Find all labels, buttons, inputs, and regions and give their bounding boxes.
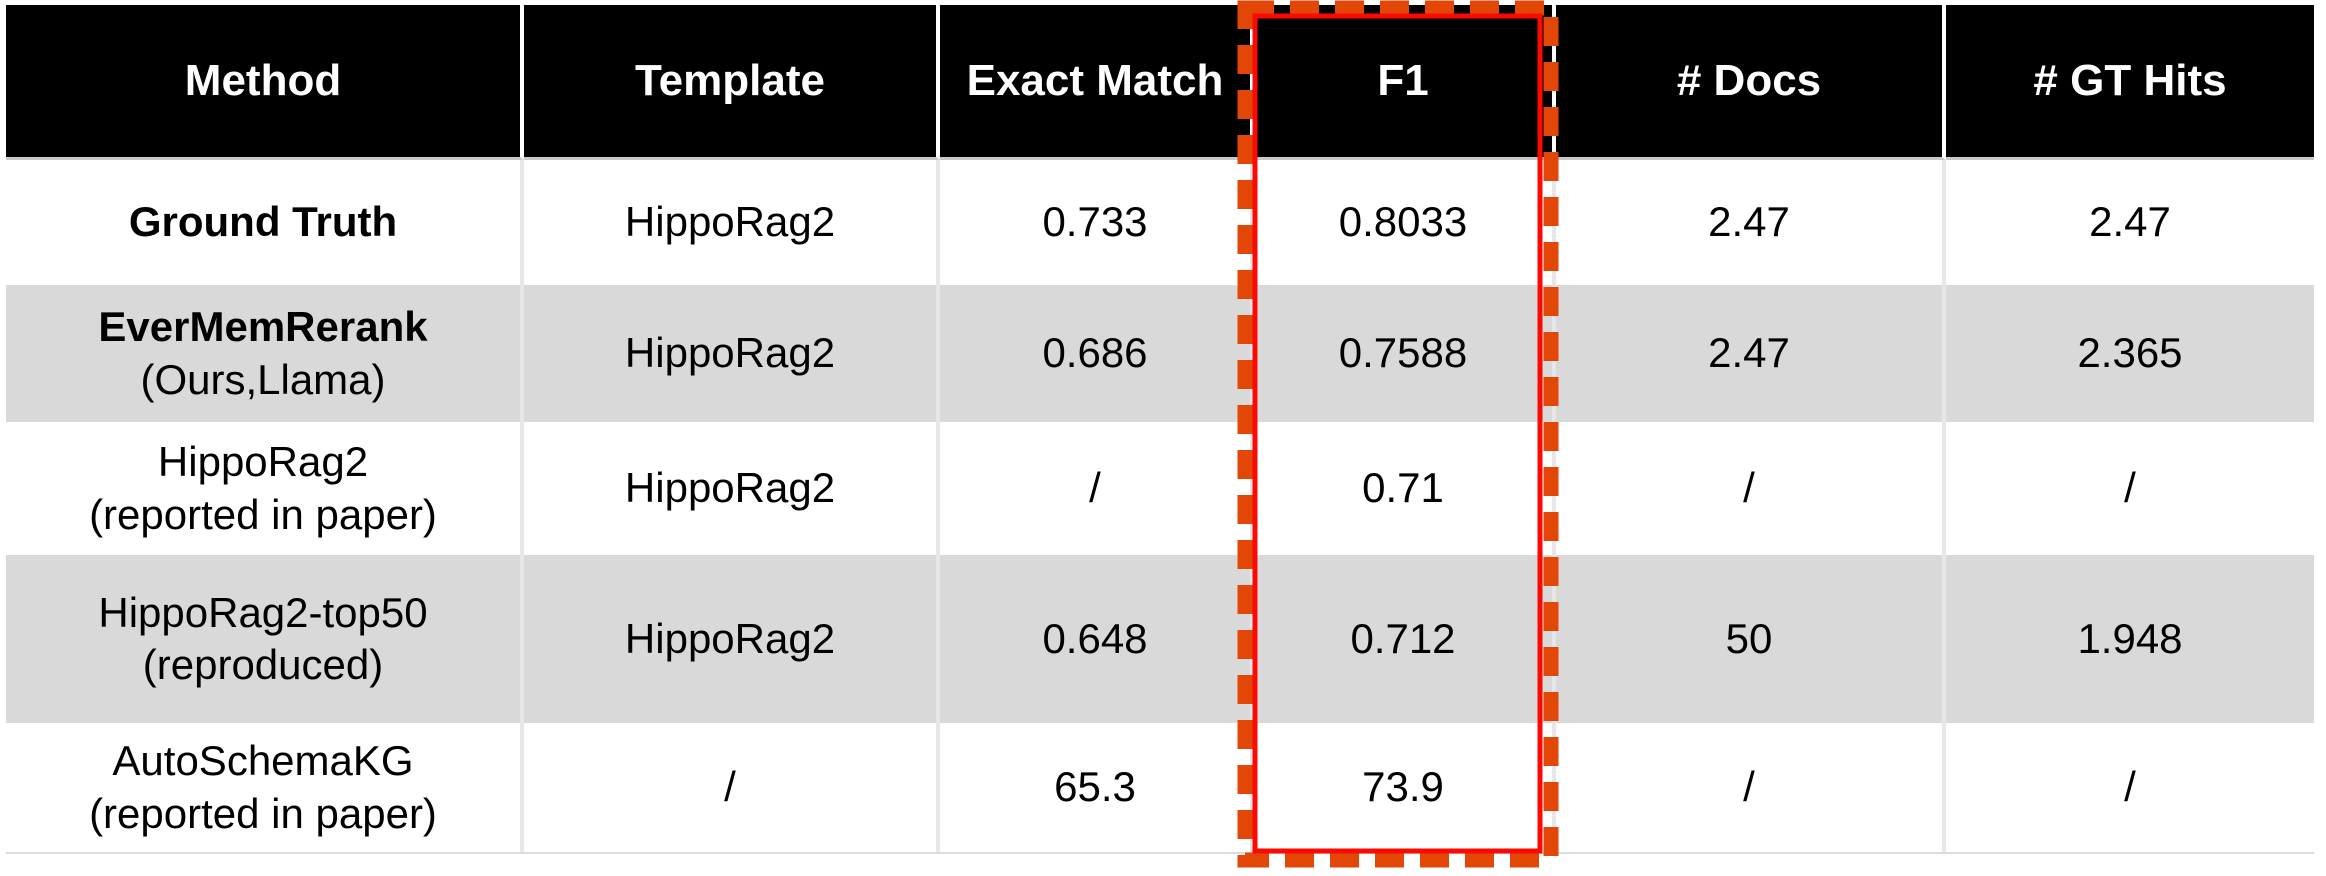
- method-subtext: (reported in paper): [89, 789, 437, 837]
- cell-f1: 0.71: [1254, 422, 1556, 555]
- cell-template: /: [524, 723, 940, 852]
- cell-gt-hits: 2.365: [1946, 285, 2314, 422]
- cell-f1: 73.9: [1254, 723, 1556, 852]
- cell-method: HippoRag2 (reported in paper): [6, 422, 524, 555]
- method-name: HippoRag2-top50: [98, 588, 428, 636]
- cell-exact-match: 65.3: [940, 723, 1254, 852]
- cell-method: AutoSchemaKG (reported in paper): [6, 723, 524, 852]
- cell-template: HippoRag2: [524, 285, 940, 422]
- cell-exact-match: 0.733: [940, 160, 1254, 285]
- cell-method: Ground Truth: [6, 160, 524, 285]
- cell-exact-match: 0.686: [940, 285, 1254, 422]
- cell-template: HippoRag2: [524, 160, 940, 285]
- cell-gt-hits: /: [1946, 422, 2314, 555]
- cell-gt-hits: 1.948: [1946, 555, 2314, 723]
- col-header-method: Method: [6, 5, 524, 160]
- cell-docs: /: [1556, 723, 1946, 852]
- cell-exact-match: 0.648: [940, 555, 1254, 723]
- method-subtext: (reported in paper): [89, 490, 437, 538]
- method-name: Ground Truth: [128, 198, 398, 246]
- cell-method: EverMemRerank (Ours,Llama): [6, 285, 524, 422]
- method-name: EverMemRerank: [98, 303, 428, 350]
- method-name: HippoRag2: [157, 438, 369, 485]
- cell-f1: 0.712: [1254, 555, 1556, 723]
- col-header-docs: # Docs: [1556, 5, 1946, 160]
- cell-f1: 0.8033: [1254, 160, 1556, 285]
- cell-f1: 0.7588: [1254, 285, 1556, 422]
- cell-docs: 50: [1556, 555, 1946, 723]
- col-header-exact-match: Exact Match: [940, 5, 1254, 160]
- method-subtext: (Ours,Llama): [140, 355, 386, 403]
- col-header-f1: F1: [1254, 5, 1556, 160]
- cell-template: HippoRag2: [524, 555, 940, 723]
- cell-docs: 2.47: [1556, 160, 1946, 285]
- cell-docs: 2.47: [1556, 285, 1946, 422]
- col-header-template: Template: [524, 5, 940, 160]
- col-header-gt-hits: # GT Hits: [1946, 5, 2314, 160]
- cell-template: HippoRag2: [524, 422, 940, 555]
- method-name: AutoSchemaKG: [112, 737, 414, 784]
- cell-gt-hits: 2.47: [1946, 160, 2314, 285]
- cell-exact-match: /: [940, 422, 1254, 555]
- cell-method: HippoRag2-top50 (reproduced): [6, 555, 524, 723]
- results-table: Method Template Exact Match F1 # Docs # …: [6, 5, 2314, 854]
- method-subtext: (reproduced): [142, 641, 384, 688]
- cell-docs: /: [1556, 422, 1946, 555]
- cell-gt-hits: /: [1946, 723, 2314, 852]
